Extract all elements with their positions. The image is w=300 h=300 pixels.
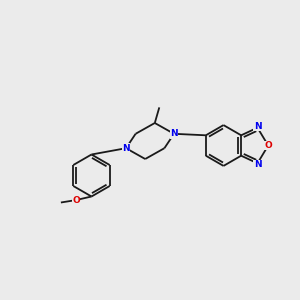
Text: N: N — [122, 144, 130, 153]
Text: N: N — [170, 129, 178, 138]
Text: O: O — [264, 141, 272, 150]
Text: N: N — [254, 122, 261, 131]
Text: O: O — [72, 196, 80, 205]
Text: N: N — [254, 160, 261, 169]
